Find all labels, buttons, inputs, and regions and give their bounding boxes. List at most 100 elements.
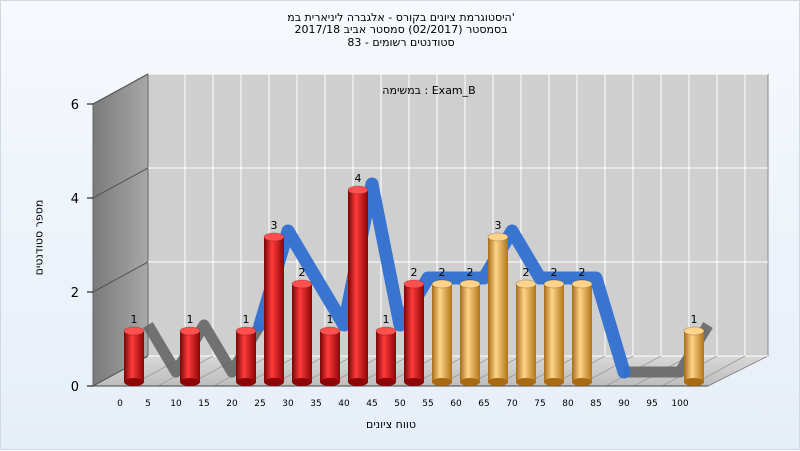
bar-top [123, 326, 145, 336]
bar [488, 237, 508, 382]
bar [292, 284, 312, 382]
x-tick-label: 60 [450, 399, 462, 409]
bar-base [544, 378, 564, 386]
chart-subtitle: במשימה : Exam_B [382, 84, 475, 97]
bar-top [347, 185, 369, 195]
bar-top [515, 279, 537, 289]
bar [516, 284, 536, 382]
bar-base [516, 378, 536, 386]
bar [432, 284, 452, 382]
bar [572, 284, 592, 382]
x-tick-label: 0 [117, 399, 123, 409]
bar-data-label: 1 [691, 313, 698, 326]
y-tick-label: 4 [71, 192, 79, 207]
bar-base [572, 378, 592, 386]
bar-data-label: 2 [411, 266, 418, 279]
bar-top [291, 279, 313, 289]
bar-top [683, 326, 705, 336]
bar-top [263, 232, 285, 242]
x-tick-label: 70 [506, 399, 518, 409]
y-tick-label: 6 [71, 98, 79, 113]
x-tick-label: 100 [671, 399, 688, 409]
bar-data-label: 1 [383, 313, 390, 326]
bar-data-label: 2 [439, 266, 446, 279]
y-tick-label: 2 [71, 286, 79, 301]
bar-data-label: 1 [187, 313, 194, 326]
y-gridline-side [92, 73, 149, 105]
x-axis-label: טווח ציונים [366, 418, 416, 431]
bar-data-label: 1 [243, 313, 250, 326]
bar-data-label: 2 [299, 266, 306, 279]
bar-base [264, 378, 284, 386]
bar-base [348, 378, 368, 386]
x-tick-label: 5 [145, 399, 151, 409]
bar-base [320, 378, 340, 386]
bar-base [236, 378, 256, 386]
bar-top [403, 279, 425, 289]
bar-base [124, 378, 144, 386]
bar-data-label: 2 [579, 266, 586, 279]
bar [348, 190, 368, 382]
bar-data-label: 1 [327, 313, 334, 326]
bar-data-label: 1 [131, 313, 138, 326]
bar-top [543, 279, 565, 289]
bar-data-label: 3 [271, 219, 278, 232]
x-tick-label: 65 [478, 399, 489, 409]
y-gridline-side [92, 167, 149, 199]
bar-data-label: 4 [355, 172, 362, 185]
x-tick-label: 45 [366, 399, 377, 409]
y-axis-label: מספר סטודנטים [32, 199, 46, 276]
bar [544, 284, 564, 382]
bar-base [292, 378, 312, 386]
x-tick-label: 15 [198, 399, 209, 409]
bar-top [431, 279, 453, 289]
chart-title-line-3: סטודנטים רשומים - 83 [347, 36, 455, 49]
bar [180, 331, 200, 382]
y-tick-label: 0 [71, 380, 79, 395]
x-tick-label: 40 [338, 399, 350, 409]
x-tick-label: 25 [254, 399, 265, 409]
bar-base [488, 378, 508, 386]
y-gridline-side [92, 261, 149, 293]
bar [404, 284, 424, 382]
bar [460, 284, 480, 382]
bar-top [179, 326, 201, 336]
bar-base [684, 378, 704, 386]
x-tick-label: 30 [282, 399, 294, 409]
bar-data-label: 2 [523, 266, 530, 279]
bar [684, 331, 704, 382]
x-tick-label: 85 [590, 399, 601, 409]
x-tick-label: 50 [394, 399, 406, 409]
bar-top [459, 279, 481, 289]
x-tick-label: 80 [562, 399, 574, 409]
trend-line [253, 177, 631, 379]
bar-top [375, 326, 397, 336]
bar [376, 331, 396, 382]
bar-base [180, 378, 200, 386]
bar [320, 331, 340, 382]
bar-data-label: 3 [495, 219, 502, 232]
x-tick-label: 90 [618, 399, 630, 409]
bar-base [376, 378, 396, 386]
bar [124, 331, 144, 382]
x-tick-label: 35 [310, 399, 321, 409]
bar-top [319, 326, 341, 336]
bar-base [432, 378, 452, 386]
bar-base [460, 378, 480, 386]
chart-title-line-2: בסמסטר (02/2017) סמסטר אביב 2017/18 [294, 23, 508, 36]
x-tick-label: 55 [422, 399, 433, 409]
x-tick-label: 10 [170, 399, 182, 409]
chart-title-line-1: היסטוגרמת ציונים בקורס - אלגברה ליניארית… [287, 11, 515, 24]
bar [236, 331, 256, 382]
x-tick-label: 75 [534, 399, 545, 409]
x-tick-label: 20 [226, 399, 238, 409]
bar-base [404, 378, 424, 386]
bar [264, 237, 284, 382]
bar-top [235, 326, 257, 336]
bar-top [487, 232, 509, 242]
x-tick-label: 95 [646, 399, 657, 409]
bar-data-label: 2 [551, 266, 558, 279]
bar-top [571, 279, 593, 289]
